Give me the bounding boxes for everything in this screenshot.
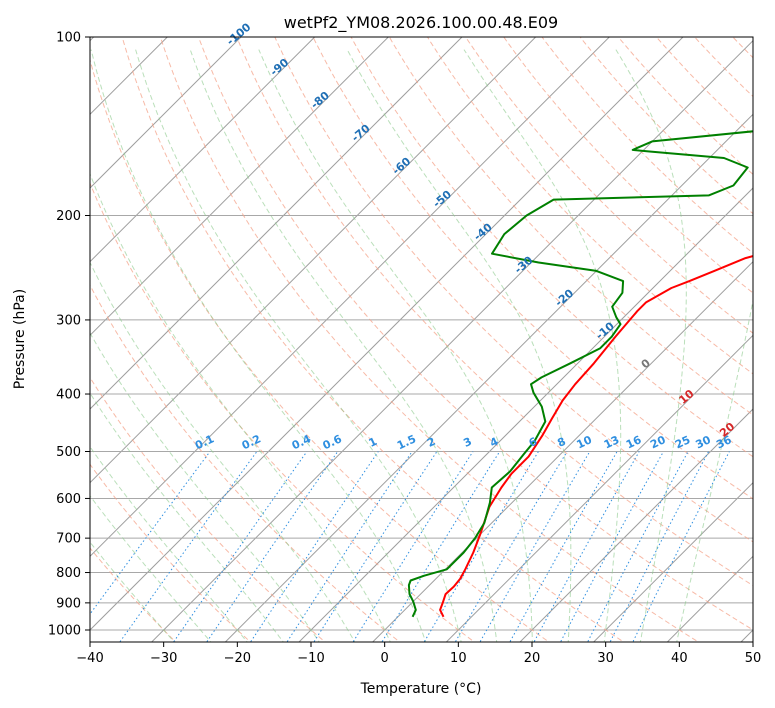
moist-adiabat-line (90, 445, 248, 642)
isotherm-line (90, 37, 537, 484)
x-tick-label: 50 (745, 651, 762, 666)
mixing-ratio-line (172, 451, 308, 642)
mixing-ratio-line (479, 451, 591, 642)
mixing-ratio-line (587, 451, 689, 642)
x-tick-label: 0 (381, 651, 389, 666)
plot-frame (89, 36, 754, 643)
background-lines (90, 37, 753, 642)
mixing-ratio-label: 16 (624, 433, 644, 451)
dry-adiabat-line (90, 376, 326, 642)
dry-adiabat-line (465, 37, 753, 334)
isotherm-line (519, 408, 753, 642)
x-tick-label: 20 (524, 651, 541, 666)
x-tick-label: −40 (76, 651, 103, 666)
mixing-ratio-line (609, 451, 710, 642)
isotherm-line (90, 37, 463, 410)
moist-adiabat-line (90, 261, 356, 642)
moist-adiabat-line (346, 49, 572, 642)
dry-adiabat-line (350, 37, 753, 458)
moist-adiabat-line (615, 49, 687, 642)
moist-adiabat-line (463, 49, 622, 642)
mixing-ratio-label: 20 (648, 433, 668, 451)
moist-adiabat-line (189, 49, 498, 642)
mixing-ratio-label: 36 (714, 433, 734, 451)
mixing-ratio-label: 13 (602, 433, 621, 451)
isotherm-line (592, 481, 753, 642)
moist-adiabat-line (90, 49, 427, 642)
dry-adiabat-line (655, 37, 753, 137)
y-tick-label: 500 (56, 445, 81, 460)
dry-adiabat-line (121, 37, 625, 642)
mixing-ratio-line (90, 451, 211, 615)
isotherm-line (90, 37, 316, 263)
dewpoint-line (407, 130, 753, 618)
mixing-ratio-label: 30 (693, 433, 713, 451)
mixing-ratio-line (206, 451, 339, 642)
mixing-ratio-line (454, 451, 568, 642)
y-tick-label: 900 (56, 596, 81, 611)
mixing-ratio-label: 10 (575, 433, 595, 451)
mixing-ratio-line (249, 451, 379, 642)
x-axis: −40 −30 −20 −10 0 10 20 30 40 50 (76, 642, 761, 666)
isotherm-line (90, 37, 242, 189)
dry-adiabat-line (503, 37, 753, 294)
dry-adiabat-line (426, 37, 753, 375)
chart-title: wetPf2_YM08.2026.100.00.48.E09 (284, 13, 558, 33)
dry-adiabat-line (388, 37, 753, 416)
x-axis-label: Temperature (°C) (360, 681, 482, 697)
x-tick-label: 30 (597, 651, 614, 666)
dry-adiabat-line (274, 37, 753, 543)
y-tick-label: 800 (56, 566, 81, 581)
moist-adiabat-line (135, 49, 462, 642)
dry-adiabat-line (312, 37, 753, 500)
dry-adiabat-line (236, 37, 753, 587)
dry-adiabat-line (90, 463, 252, 642)
mixing-ratio-line (559, 451, 664, 642)
moist-adiabat-line (258, 49, 533, 642)
y-tick-label: 1000 (48, 624, 81, 639)
dry-adiabat-line (90, 284, 401, 642)
x-tick-label: 40 (671, 651, 688, 666)
dry-adiabat-line (541, 37, 753, 254)
x-tick-label: −10 (297, 651, 324, 666)
isotherm-line (90, 37, 684, 631)
x-tick-label: −20 (224, 651, 251, 666)
isotherm-line (90, 37, 390, 337)
mixing-ratio-line (286, 451, 413, 642)
isotherm-line (298, 187, 753, 642)
mixing-ratio-line (533, 451, 640, 642)
y-tick-label: 200 (56, 209, 81, 224)
data-series (407, 130, 753, 618)
mixing-ratio-label: 25 (673, 433, 692, 451)
y-tick-label: 400 (56, 388, 81, 403)
x-tick-label: −30 (150, 651, 177, 666)
moist-adiabat-line (90, 172, 391, 642)
moist-adiabat-line (676, 297, 753, 642)
y-tick-label: 700 (56, 532, 81, 547)
isotherm-line (224, 113, 753, 642)
mixing-ratio-line (509, 451, 618, 642)
moist-adiabat-line (90, 332, 320, 642)
plot-background (90, 37, 753, 642)
x-tick-label: 10 (450, 651, 467, 666)
isotherm-line (90, 37, 611, 558)
y-tick-label: 100 (56, 31, 81, 46)
mixing-ratio-line (381, 451, 501, 642)
mixing-ratio-line (632, 451, 730, 642)
dry-adiabat-line (159, 37, 700, 642)
y-tick-label: 300 (56, 313, 81, 328)
y-tick-label: 600 (56, 492, 81, 507)
temperature-line (439, 255, 753, 618)
y-axis: 100 200 300 400 500 600 700 800 900 1000 (48, 31, 90, 639)
y-axis-label: Pressure (hPa) (12, 289, 28, 389)
isotherm-line (150, 39, 753, 642)
dry-adiabat-line (579, 37, 753, 215)
